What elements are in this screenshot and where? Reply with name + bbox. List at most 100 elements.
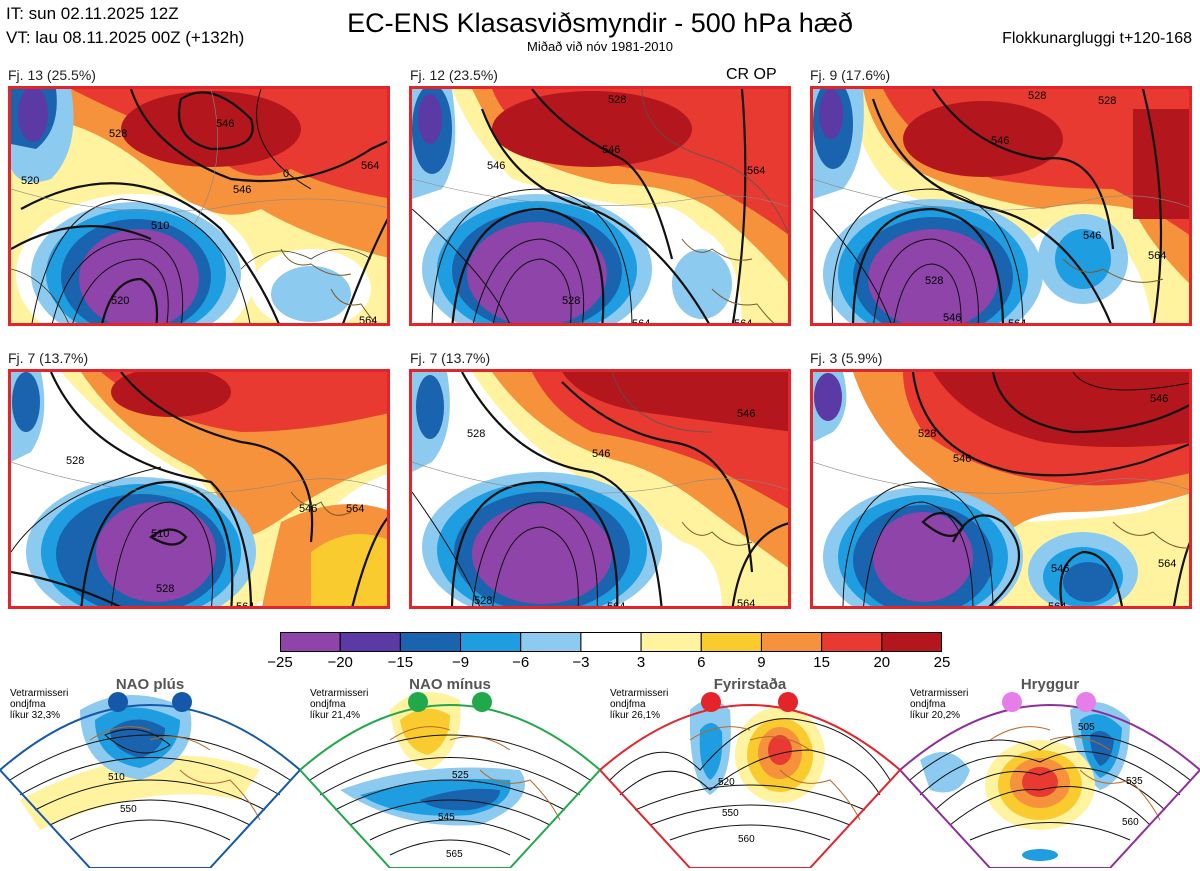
contour-label: 0: [283, 168, 289, 180]
contour-label: 560: [1122, 817, 1139, 828]
regime-name: Hryggur: [1020, 676, 1080, 693]
panel-3-label: Fj. 9 (17.6%): [810, 67, 891, 83]
contour-label: 546: [487, 160, 505, 172]
contour-label: 505: [1078, 722, 1095, 733]
contour-label: 546: [602, 144, 620, 156]
contour-label: 546: [737, 408, 755, 420]
contour-label: 564: [737, 598, 755, 609]
anomaly-colorbar: [280, 632, 942, 652]
contour-label: 528: [474, 595, 492, 607]
regime-frame: [900, 704, 1200, 868]
regime-note: Vetrarmisseri ondjfma líkur 26,1%: [610, 688, 669, 721]
cluster-map-1: 546 546 528 510 520 564 0 564 520: [8, 86, 390, 326]
cr-op-label: CR OP: [726, 66, 777, 83]
panel-5-label: Fj. 7 (13.7%): [410, 350, 491, 366]
colorbar-segment: [821, 632, 883, 652]
contour-label: 546: [991, 135, 1009, 147]
contour-label: 528: [1098, 95, 1116, 107]
regime-note: Vetrarmisseri ondjfma líkur 21,4%: [310, 688, 369, 721]
colorbar-tick-label: 9: [757, 654, 766, 671]
colorbar-segment: [339, 632, 401, 652]
colorbar-segment: [399, 632, 462, 652]
contour-label: 564: [361, 160, 379, 172]
cluster-map-5: 528 546 546 528 564 564: [409, 369, 791, 609]
contour-label: 528: [925, 275, 943, 287]
colorbar-segment: [700, 632, 762, 652]
colorbar-tick-label: 20: [873, 654, 891, 671]
colorbar-tick-label: 15: [813, 654, 830, 671]
contour-label: 510: [108, 772, 125, 783]
regime-name: NAO plús: [115, 676, 185, 693]
contour-label: 528: [467, 428, 485, 440]
colorbar-outline: [280, 632, 942, 652]
regime-dot: [172, 692, 192, 712]
contour-label: 510: [151, 220, 169, 232]
regime-name: Fyrirstaða: [713, 676, 787, 693]
contour-label: 528: [1028, 90, 1046, 102]
contour-label: 520: [718, 777, 735, 788]
contour-label: 528: [608, 94, 626, 106]
regime-dot: [1076, 692, 1096, 712]
regime-dot: [701, 692, 721, 712]
colorbar-segment: [280, 632, 341, 652]
contour-label: 564: [607, 601, 625, 609]
contour-label: 545: [438, 812, 455, 823]
contour-label: 520: [111, 295, 129, 307]
regime-dot: [778, 692, 798, 712]
regime-note: Vetrarmisseri ondjfma líkur 20,2%: [910, 688, 969, 721]
contour-label: 546: [1150, 393, 1168, 405]
colorbar-tick-label: −25: [267, 654, 293, 671]
contour-label: 560: [738, 834, 755, 845]
contour-label: 564: [1148, 250, 1166, 262]
contour-label: 564: [747, 165, 765, 177]
contour-label: 564: [1048, 601, 1066, 609]
contour-label: 528: [918, 428, 936, 440]
contour-label: 546: [216, 118, 234, 130]
init-time: IT: sun 02.11.2025 12Z: [6, 4, 179, 23]
cluster-map-3: 528 546 528 546 564 528 546 564: [810, 86, 1192, 326]
contour-label: 528: [66, 455, 84, 467]
colorbar-tick-label: 25: [933, 654, 951, 671]
contour-label: 565: [446, 849, 463, 860]
panel-1-label: Fj. 13 (25.5%): [8, 67, 96, 83]
contour-label: 546: [299, 503, 317, 515]
colorbar-tick-label: −6: [512, 654, 530, 671]
colorbar-segment: [881, 632, 942, 652]
regime-ridge: 505 535 560 Hryggur Vetrarmisseri ondjfm…: [900, 650, 1200, 868]
colorbar-tick-label: −9: [451, 654, 470, 671]
regime-dot: [408, 692, 428, 712]
contour-label: 520: [21, 175, 39, 187]
colorbar-tick-label: −15: [387, 654, 414, 671]
contour-label: 550: [120, 804, 137, 815]
cluster-map-6: 546 528 546 546 564 564: [810, 369, 1192, 609]
contour-label: 564: [236, 601, 254, 609]
contour-label: 546: [953, 453, 971, 465]
contour-label: 528: [562, 295, 580, 307]
page-title: EC-ENS Klasasviðsmyndir - 500 hPa hæð: [347, 8, 853, 38]
colorbar-segment: [580, 632, 642, 652]
contour-label: 564: [1158, 558, 1176, 570]
regime-dot: [108, 692, 128, 712]
regime-nao-minus: 525 545 565 NAO mínus Vetrarmisseri ondj…: [300, 650, 600, 868]
panel-6-label: Fj. 3 (5.9%): [810, 350, 883, 366]
colorbar-segment: [640, 632, 702, 652]
colorbar-tick-label: −20: [327, 654, 353, 671]
regime-dot: [1002, 692, 1022, 712]
panel-4-label: Fj. 7 (13.7%): [8, 350, 89, 366]
valid-time: VT: lau 08.11.2025 00Z (+132h): [6, 28, 245, 47]
regime-note: Vetrarmisseri ondjfma líkur 32,3%: [10, 688, 69, 721]
regime-frame: [300, 704, 600, 868]
colorbar-tick-label: −3: [572, 654, 590, 671]
regime-blocking: 520 550 560 Fyrirstaða Vetrarmisseri ond…: [600, 650, 900, 868]
contour-label: 525: [452, 770, 469, 781]
classification-window: Flokkunargluggi t+120-168: [1002, 30, 1192, 47]
contour-label: 564: [359, 315, 377, 326]
contour-label: 546: [233, 184, 251, 196]
colorbar-segment: [760, 632, 823, 652]
contour-label: 564: [346, 503, 364, 515]
colorbar-tick-label: 6: [697, 654, 706, 671]
contour-label: 546: [592, 448, 610, 460]
cluster-map-4: 510 528 528 546 564 564: [8, 369, 390, 609]
page-subtitle: Miðað við nóv 1981-2010: [527, 39, 673, 54]
regime-frame: [0, 704, 300, 868]
